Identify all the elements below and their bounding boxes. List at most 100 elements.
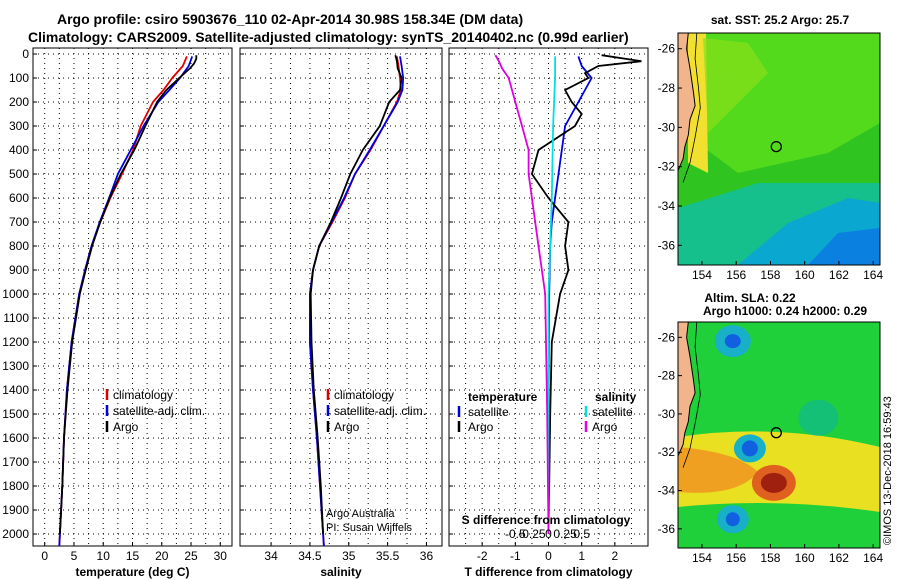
sla_map-xtick-label: 154 xyxy=(692,551,712,565)
diff-legend-label: Argo xyxy=(468,420,494,434)
temperature-panel: 0 5 10 15 20 25 30 temperature (deg C) 0 100 200 30… xyxy=(2,47,233,579)
depth-tick-label: 100 xyxy=(9,71,29,85)
sst_map-ytick-label: -34 xyxy=(658,199,676,213)
temp-legend-label: satellite-adj. clim. xyxy=(113,404,205,418)
depth-tick-label: 1800 xyxy=(2,479,29,493)
sal-xtick-label: 36 xyxy=(420,549,434,563)
sla_map-ytick-label: -28 xyxy=(658,369,676,383)
figure-title-line1: Argo profile: csiro 5903676_110 02-Apr-2… xyxy=(57,11,523,27)
sst_map-ytick-label: -36 xyxy=(658,238,676,252)
depth-tick-label: 1600 xyxy=(2,431,29,445)
sal-xlabel: salinity xyxy=(320,565,362,579)
series-line-argo xyxy=(309,54,403,535)
sst_map-xtick-label: 164 xyxy=(863,268,883,282)
sst_map-xtick-label: 156 xyxy=(726,268,746,282)
diff-legend-salinity-title: salinity xyxy=(595,390,637,404)
depth-tick-label: 1000 xyxy=(2,287,29,301)
diff-legend-label: satellite xyxy=(592,405,633,419)
sst_map-ytick-label: -28 xyxy=(658,81,676,95)
sdiff-tick-label: 0.5 xyxy=(573,527,590,541)
difference-panel: -2 -1 0 1 2 T difference from climatology -0.5… xyxy=(448,47,649,579)
sst_map-frame xyxy=(677,32,881,266)
sla-map-subtitle: Argo h1000: 0.24 h2000: 0.29 xyxy=(703,304,867,318)
sal-xtick-label: 34 xyxy=(264,549,278,563)
sst_map-argo-marker xyxy=(770,140,782,153)
temp-xtick-label: 20 xyxy=(155,549,169,563)
sla_map-xtick-label: 162 xyxy=(829,551,849,565)
diff-xtick-label: 1 xyxy=(578,549,585,563)
depth-tick-label: 1100 xyxy=(3,311,29,325)
temp-xtick-label: 25 xyxy=(184,549,198,563)
sst_map-isobath xyxy=(682,33,701,183)
series-line-argo xyxy=(59,55,198,535)
sal-legend-label: Argo xyxy=(334,420,360,434)
sla_map-ytick-label: -30 xyxy=(658,407,676,421)
depth-tick-label: 200 xyxy=(9,95,29,109)
sdiff-axis-label: S difference from climatology xyxy=(462,513,631,527)
sal-xtick-label: 35 xyxy=(342,549,356,563)
depth-tick-label: 600 xyxy=(9,191,29,205)
series-line-s-argo xyxy=(494,54,550,535)
temp-xtick-label: 10 xyxy=(97,549,111,563)
depth-tick-label: 0 xyxy=(22,47,29,61)
depth-tick-label: 400 xyxy=(9,143,29,157)
series-line-satellite-adj-clim- xyxy=(308,56,405,547)
sla_map-xtick-label: 164 xyxy=(863,551,883,565)
sla_map-land xyxy=(678,322,696,548)
sla_map-xtick-label: 158 xyxy=(760,551,780,565)
depth-tick-label: 1400 xyxy=(2,383,29,397)
sal-legend-label: climatology xyxy=(334,388,394,402)
sla-low-south-inner xyxy=(725,512,740,527)
sst-coastal-warm xyxy=(688,33,708,173)
depth-tick-label: 2000 xyxy=(2,527,29,541)
diff-legend-label: Argo xyxy=(592,420,618,434)
sst_map-xtick-label: 160 xyxy=(795,268,815,282)
sla-map-title: Altim. SLA: 0.22 xyxy=(704,291,796,305)
sst-coldest-zone xyxy=(808,228,880,265)
sla_map-field xyxy=(678,322,880,548)
sst_map-ytick-label: -32 xyxy=(658,160,676,174)
temp-legend-label: climatology xyxy=(113,388,173,402)
temp-xtick-label: 15 xyxy=(126,549,140,563)
sal-frame xyxy=(239,47,443,547)
temp-legend-label: Argo xyxy=(113,420,139,434)
sla_map-xtick-label: 160 xyxy=(795,551,815,565)
diff-xlabel: T difference from climatology xyxy=(464,565,632,579)
sdiff-tick-label: -0.25 xyxy=(518,527,546,541)
sst_map-xtick-label: 162 xyxy=(829,268,849,282)
sal-xtick-label: 34.5 xyxy=(298,549,322,563)
sla-peak-inner xyxy=(760,472,787,493)
sla_map-ytick-label: -34 xyxy=(658,484,676,498)
depth-tick-label: 1300 xyxy=(2,359,29,373)
diff-xtick-label: -1 xyxy=(510,549,521,563)
temp-xtick-label: 0 xyxy=(41,549,48,563)
salinity-panel: 34 34.5 35 35.5 36 salinity climatology satelli… xyxy=(239,47,443,579)
sla_map-isobath xyxy=(682,322,701,468)
depth-tick-label: 1700 xyxy=(2,455,29,469)
temp-xlabel: temperature (deg C) xyxy=(75,565,189,579)
depth-tick-label: 500 xyxy=(9,167,29,181)
diff-xtick-label: 2 xyxy=(611,549,618,563)
sst-warm-eddy xyxy=(703,38,768,133)
temp-xtick-label: 30 xyxy=(214,549,228,563)
series-line-t-argo xyxy=(530,54,642,535)
sdiff-tick-label: -0.5 xyxy=(505,527,526,541)
credit-line1: Argo Australia xyxy=(326,508,395,520)
figure-title-line2: Climatology: CARS2009. Satellite-adjuste… xyxy=(28,29,629,45)
depth-tick-label: 1900 xyxy=(2,503,29,517)
depth-tick-label: 1200 xyxy=(2,335,29,349)
credit-line2: PI: Susan Wijffels xyxy=(326,522,412,534)
imos-watermark: ©IMOS 13-Dec-2018 16:59:43 xyxy=(882,396,894,545)
sst_map-field xyxy=(678,33,880,265)
sla-low-mid-inner xyxy=(741,440,758,457)
sal-legend-label: satellite-adj. clim. xyxy=(334,404,426,418)
sst_map-land xyxy=(678,33,696,265)
sla-higher-west xyxy=(678,447,758,493)
sla-low-north-inner xyxy=(724,334,741,349)
sst-map-title: sat. SST: 25.2 Argo: 25.7 xyxy=(711,13,850,27)
sst_map-ytick-label: -30 xyxy=(658,120,676,134)
sla_map-xtick-label: 156 xyxy=(726,551,746,565)
sst-map-panel: sat. SST: 25.2 Argo: 25.7 154 156 158 160 162… xyxy=(658,13,884,282)
